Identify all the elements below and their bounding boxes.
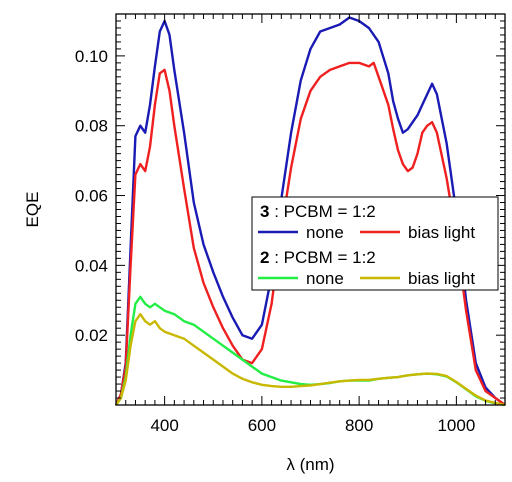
legend-items: 3 : PCBM = 1:2 none bias light 2 : PCBM = 1… [258, 202, 475, 288]
legend-group-number: 3 [260, 202, 269, 221]
y-tick-label: 0.06 [75, 187, 108, 206]
y-tick-label: 0.02 [75, 326, 108, 345]
x-axis-title: λ (nm) [286, 455, 334, 474]
legend-label: bias light [408, 223, 475, 242]
series-layer [114, 16, 506, 407]
y-tick-label: 0.08 [75, 117, 108, 136]
series-line-2 [115, 295, 506, 407]
tick-labels: 400 600 800 1000 0.02 0.04 0.06 0.08 0.10 [75, 47, 475, 435]
legend-label: none [306, 223, 344, 242]
x-tick-label: 400 [150, 416, 178, 435]
y-axis-title: EQE [23, 192, 42, 228]
x-tick-label: 1000 [437, 416, 475, 435]
legend-label: none [306, 269, 344, 288]
x-tick-label: 800 [345, 416, 373, 435]
y-tick-label: 0.04 [75, 256, 108, 275]
series-line-1 [114, 61, 506, 406]
legend-group-ratio: : PCBM = 1:2 [269, 248, 375, 267]
legend-box [251, 196, 499, 291]
y-tick-label: 0.10 [75, 47, 108, 66]
plot-frame [115, 13, 506, 406]
x-tick-label: 600 [248, 416, 276, 435]
legend-group-title: 3 : PCBM = 1:2 [260, 202, 376, 221]
series-line-3 [115, 313, 506, 407]
legend-label: bias light [408, 269, 475, 288]
legend-group-number: 2 [260, 248, 269, 267]
legend-group-title: 2 : PCBM = 1:2 [260, 248, 376, 267]
legend-group-ratio: : PCBM = 1:2 [269, 202, 375, 221]
series-line-0 [114, 16, 506, 406]
legend: 3 : PCBM = 1:2 none bias light 2 : PCBM = 1… [251, 196, 499, 291]
